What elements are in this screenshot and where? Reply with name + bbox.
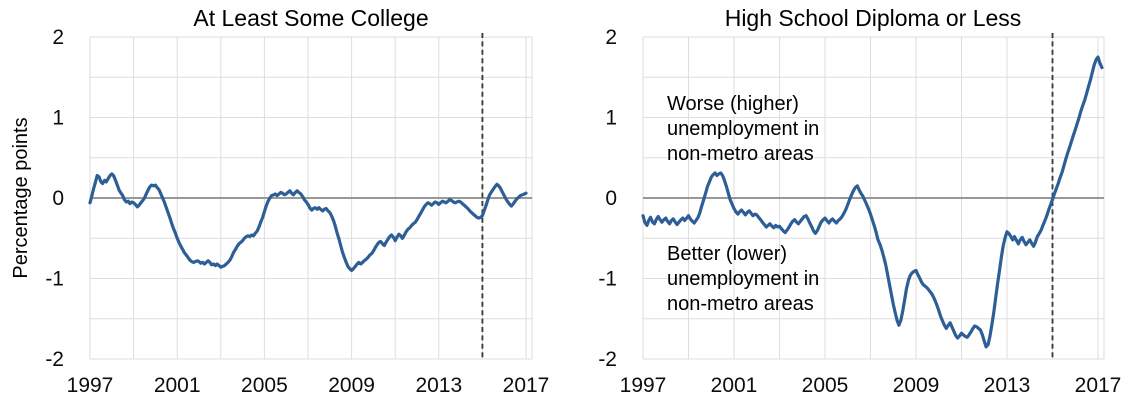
y-tick-label: 1	[52, 107, 64, 130]
y-tick-label: -1	[598, 268, 617, 291]
x-tick-label: 2009	[893, 374, 940, 397]
x-tick-label: 2005	[802, 374, 849, 397]
series-line	[641, 55, 1104, 349]
y-tick-label: 0	[605, 187, 617, 210]
x-tick-label: 2005	[241, 374, 288, 397]
annotation-worse: Worse (higher) unemployment in non-metro…	[667, 93, 819, 165]
right-panel-title: High School Diploma or Less	[725, 5, 1022, 31]
annotation-worse-line-1: Worse (higher)	[667, 93, 799, 115]
x-tick-label: 2013	[984, 374, 1031, 397]
annotation-better: Better (lower) unemployment in non-metro…	[667, 243, 819, 315]
y-tick-label: 1	[605, 107, 617, 130]
x-tick-label: 2013	[415, 374, 462, 397]
annotation-worse-line-2: unemployment in	[667, 118, 819, 140]
x-tick-label: 1997	[67, 374, 114, 397]
y-axis-label: Percentage points	[10, 117, 32, 278]
x-tick-label: 2001	[154, 374, 201, 397]
x-tick-label: 2017	[1075, 374, 1122, 397]
y-tick-label: 0	[52, 187, 64, 210]
annotation-better-line-2: unemployment in	[667, 268, 819, 290]
x-tick-label: 2009	[328, 374, 375, 397]
left-panel-title: At Least Some College	[193, 5, 428, 31]
y-tick-label: 2	[605, 26, 617, 49]
annotation-better-line-3: non-metro areas	[667, 293, 814, 315]
y-tick-label: 2	[52, 26, 64, 49]
y-tick-label: -2	[598, 348, 617, 371]
annotation-better-line-1: Better (lower)	[667, 243, 787, 265]
x-tick-label: 2017	[503, 374, 550, 397]
series-line	[88, 172, 528, 272]
x-tick-label: 2001	[711, 374, 758, 397]
y-tick-label: -1	[45, 268, 64, 291]
x-tick-label: 1997	[620, 374, 667, 397]
annotation-worse-line-3: non-metro areas	[667, 143, 814, 165]
y-tick-label: -2	[45, 348, 64, 371]
